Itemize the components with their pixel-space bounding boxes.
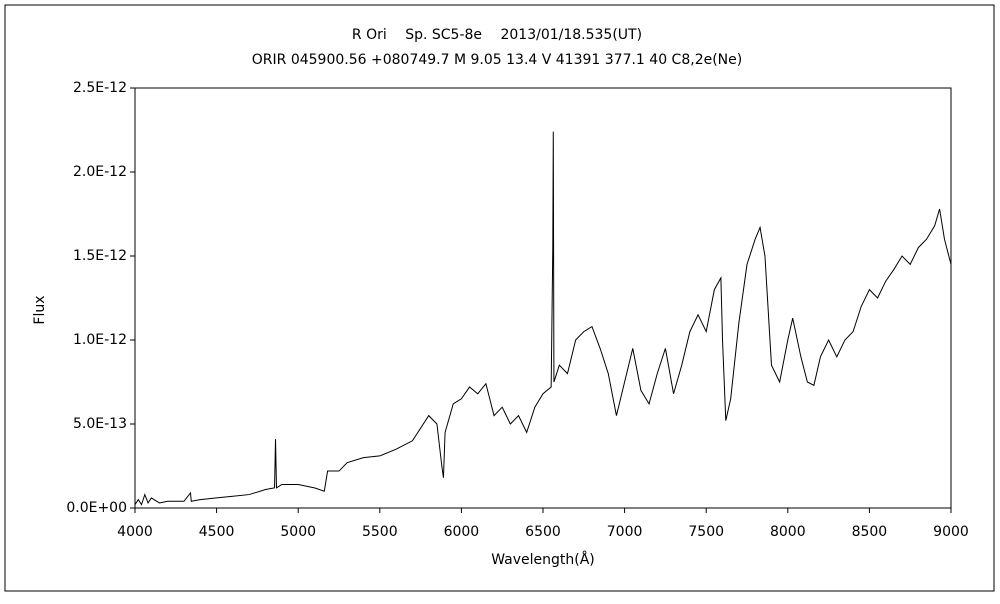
x-tick-label: 5500 [362, 524, 398, 540]
x-tick-label: 8500 [852, 524, 888, 540]
x-axis-label: Wavelength(Å) [491, 551, 595, 568]
x-tick-label: 4500 [199, 524, 235, 540]
x-tick-label: 6500 [525, 524, 561, 540]
x-tick-label: 8000 [770, 524, 806, 540]
x-tick-label: 9000 [933, 524, 969, 540]
x-tick-label: 7000 [607, 524, 643, 540]
chart-frame [4, 4, 995, 592]
x-tick-label: 4000 [117, 524, 153, 540]
x-tick-label: 7500 [688, 524, 724, 540]
spectrum-line [134, 131, 952, 506]
y-tick-label: 2.0E-12 [73, 164, 127, 180]
x-tick-label: 6000 [444, 524, 480, 540]
y-tick-label: 2.5E-12 [73, 80, 127, 96]
y-tick-label: 0.0E+00 [66, 500, 127, 516]
y-tick-label: 1.5E-12 [73, 248, 127, 264]
y-tick-label: 5.0E-13 [73, 416, 127, 432]
y-axis-label: Flux [32, 295, 48, 324]
x-tick-label: 5000 [280, 524, 316, 540]
y-tick-label: 1.0E-12 [73, 332, 127, 348]
chart-title: R Ori Sp. SC5-8e 2013/01/18.535(UT) [352, 27, 642, 43]
chart-subtitle: ORIR 045900.56 +080749.7 M 9.05 13.4 V 4… [252, 52, 742, 68]
